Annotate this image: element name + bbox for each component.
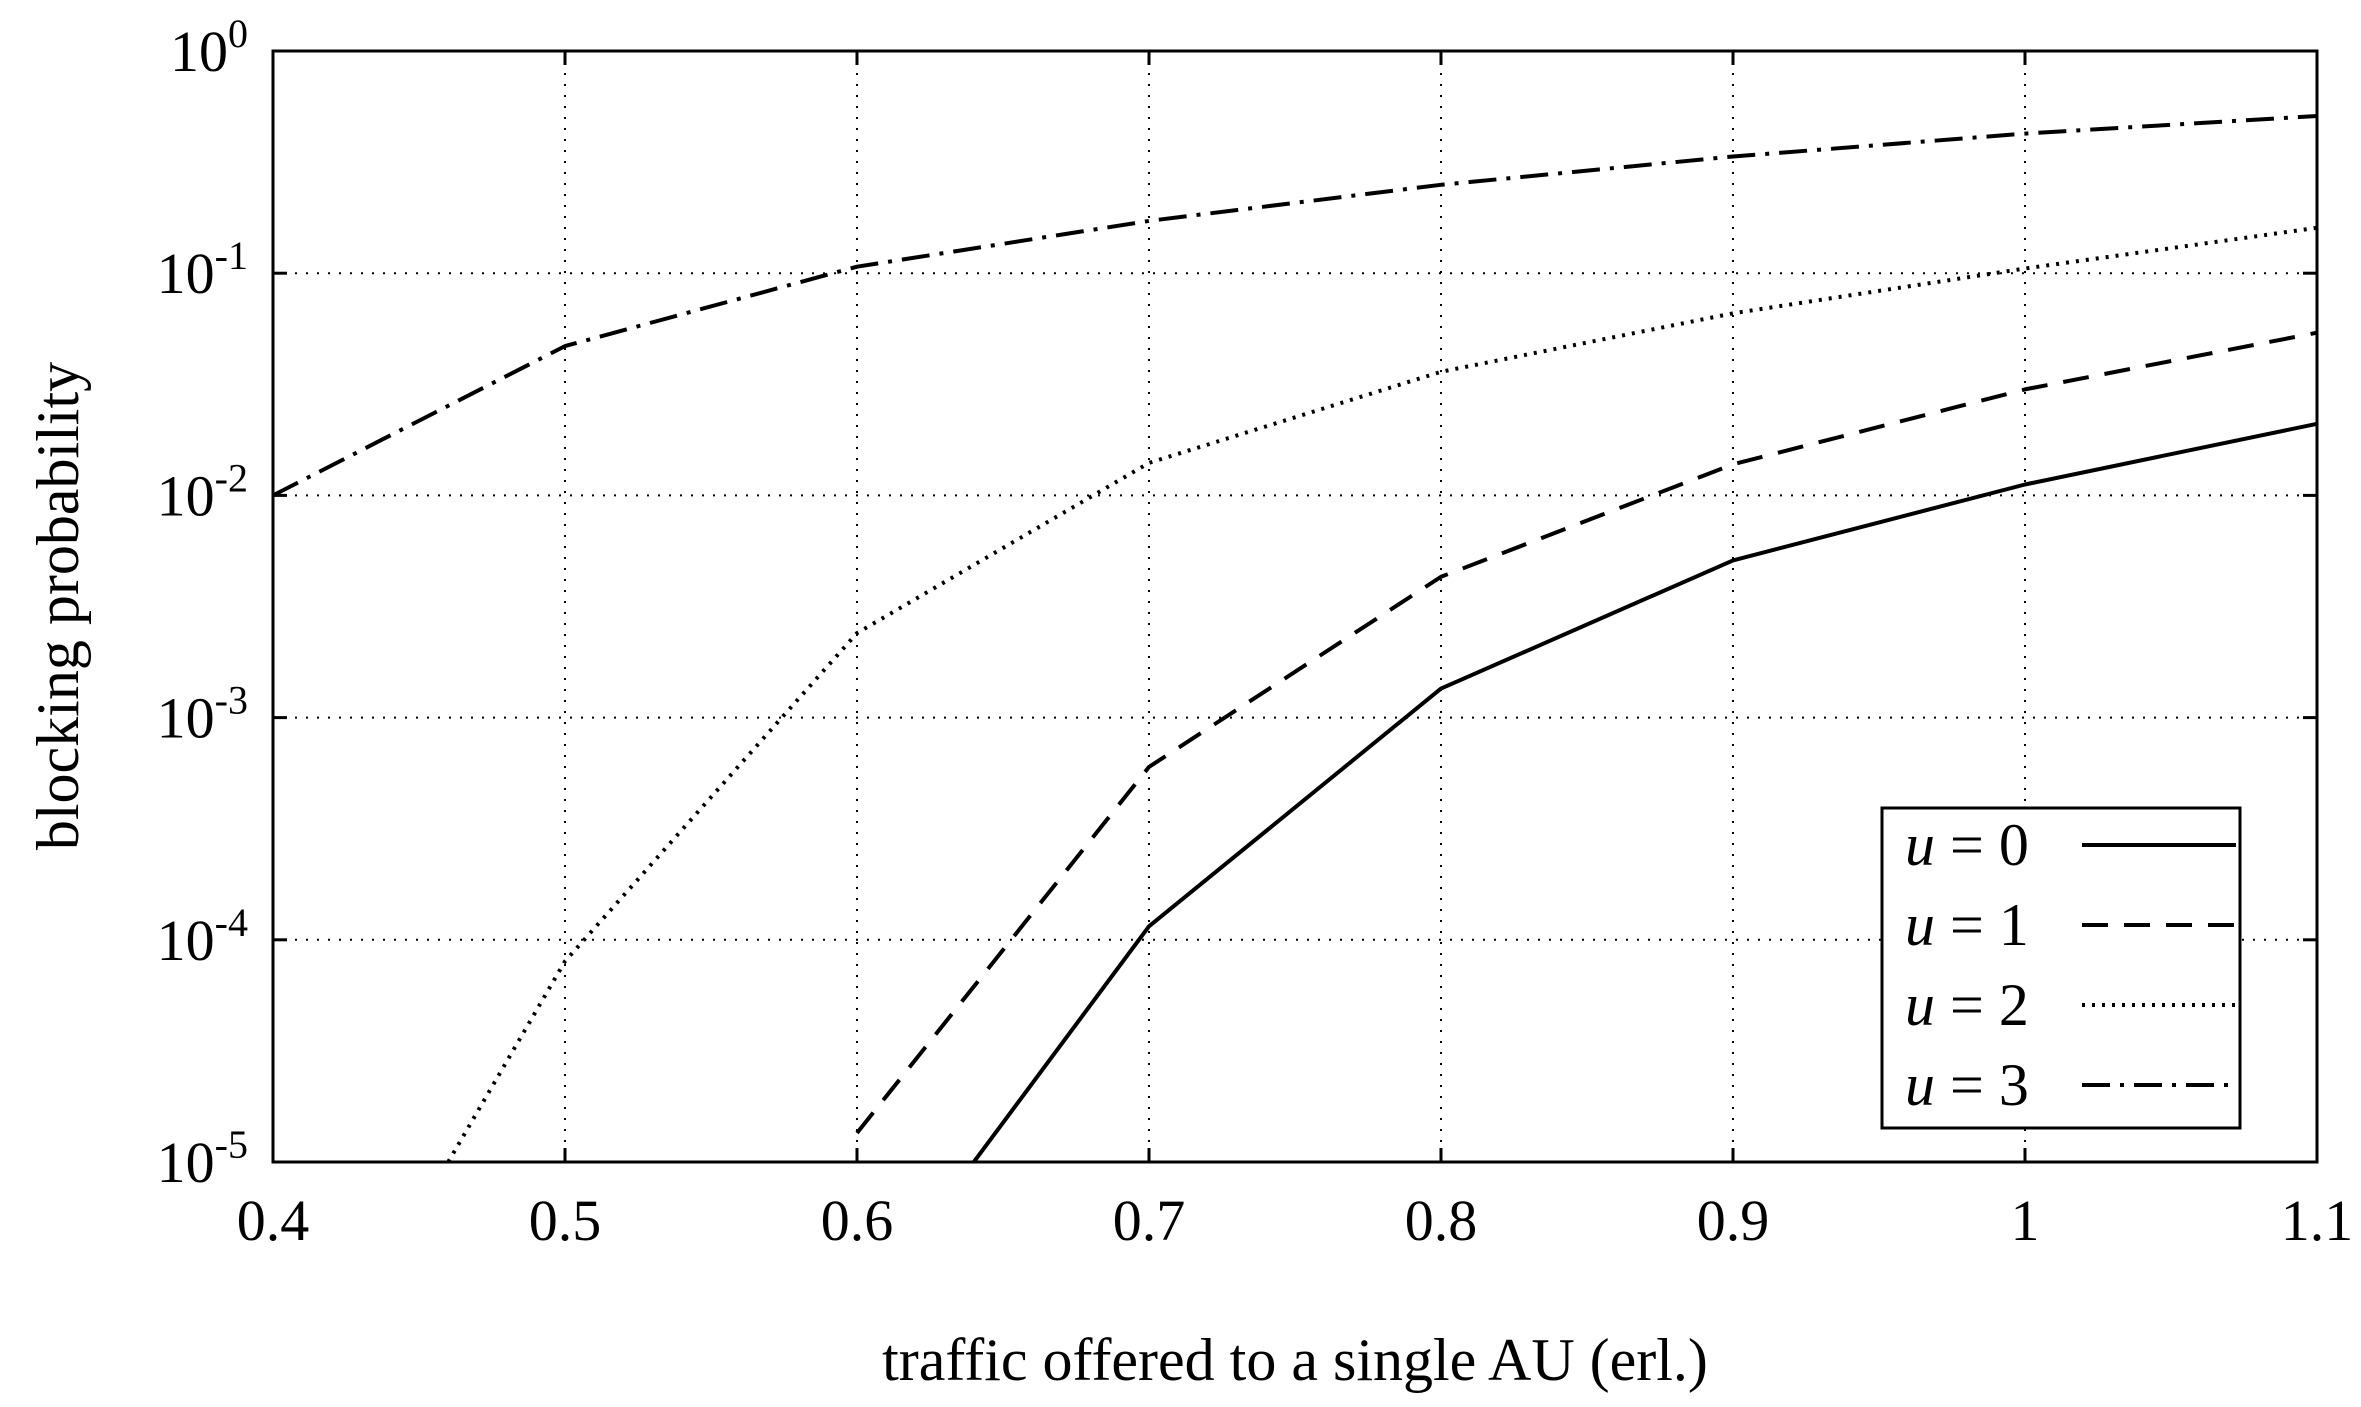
axis-ticks xyxy=(271,49,2319,1164)
legend-value: = 0 xyxy=(1935,812,2029,878)
legend-label: u = 3 xyxy=(1905,1052,2029,1118)
y-tick-base: 10 xyxy=(157,908,215,973)
y-tick-exponent: -1 xyxy=(215,233,248,278)
y-tick-base: 10 xyxy=(170,19,228,84)
y-tick-exponent: 0 xyxy=(228,11,248,56)
legend-variable: u xyxy=(1905,1052,1935,1118)
series-line-u2 xyxy=(446,225,2318,1164)
y-tick-base: 10 xyxy=(157,241,215,306)
y-tick-label: 10-4 xyxy=(157,900,248,973)
legend-label: u = 1 xyxy=(1905,892,2029,958)
x-tick-labels: 0.4 0.5 0.6 0.7 0.8 0.9 1 1.1 xyxy=(237,1188,2354,1253)
y-tick-label: 10-1 xyxy=(157,233,248,306)
x-tick-label: 0.8 xyxy=(1405,1188,1478,1253)
legend-label: u = 2 xyxy=(1905,972,2029,1038)
legend-value: = 2 xyxy=(1935,972,2029,1038)
legend-box xyxy=(1880,806,2242,1130)
x-tick-label: 0.6 xyxy=(821,1188,894,1253)
y-tick-label: 100 xyxy=(170,11,248,84)
legend-variable: u xyxy=(1905,892,1935,958)
series-line-u3 xyxy=(272,114,2318,498)
y-tick-base: 10 xyxy=(157,1130,215,1195)
y-tick-base: 10 xyxy=(157,686,215,751)
legend-variable: u xyxy=(1905,972,1935,1038)
y-tick-label: 10-3 xyxy=(157,678,248,751)
y-tick-exponent: -3 xyxy=(215,678,248,723)
series-lines xyxy=(272,114,2318,1164)
x-tick-label: 0.7 xyxy=(1113,1188,1186,1253)
y-tick-exponent: -4 xyxy=(215,900,248,945)
y-tick-base: 10 xyxy=(157,463,215,528)
series-line-u1 xyxy=(855,330,2318,1135)
x-tick-label: 0.4 xyxy=(237,1188,310,1253)
legend-value: = 1 xyxy=(1935,892,2029,958)
y-tick-exponent: -2 xyxy=(215,455,248,500)
y-tick-exponent: -5 xyxy=(215,1122,248,1167)
plot-frame xyxy=(271,49,2319,1164)
legend: u = 0u = 1u = 2u = 3 xyxy=(1880,806,2242,1130)
x-tick-label: 1 xyxy=(2011,1188,2040,1253)
legend-value: = 3 xyxy=(1935,1052,2029,1118)
y-tick-label: 10-2 xyxy=(157,455,248,528)
legend-variable: u xyxy=(1905,812,1935,878)
y-axis-title: blocking probability xyxy=(25,362,91,850)
x-tick-label: 1.1 xyxy=(2281,1188,2354,1253)
legend-label: u = 0 xyxy=(1905,812,2029,878)
x-tick-label: 0.9 xyxy=(1697,1188,1770,1253)
y-tick-label: 10-5 xyxy=(157,1122,248,1195)
x-tick-label: 0.5 xyxy=(529,1188,602,1253)
series-line-u0 xyxy=(972,421,2318,1164)
x-axis-title: traffic offered to a single AU (erl.) xyxy=(882,1327,1708,1393)
